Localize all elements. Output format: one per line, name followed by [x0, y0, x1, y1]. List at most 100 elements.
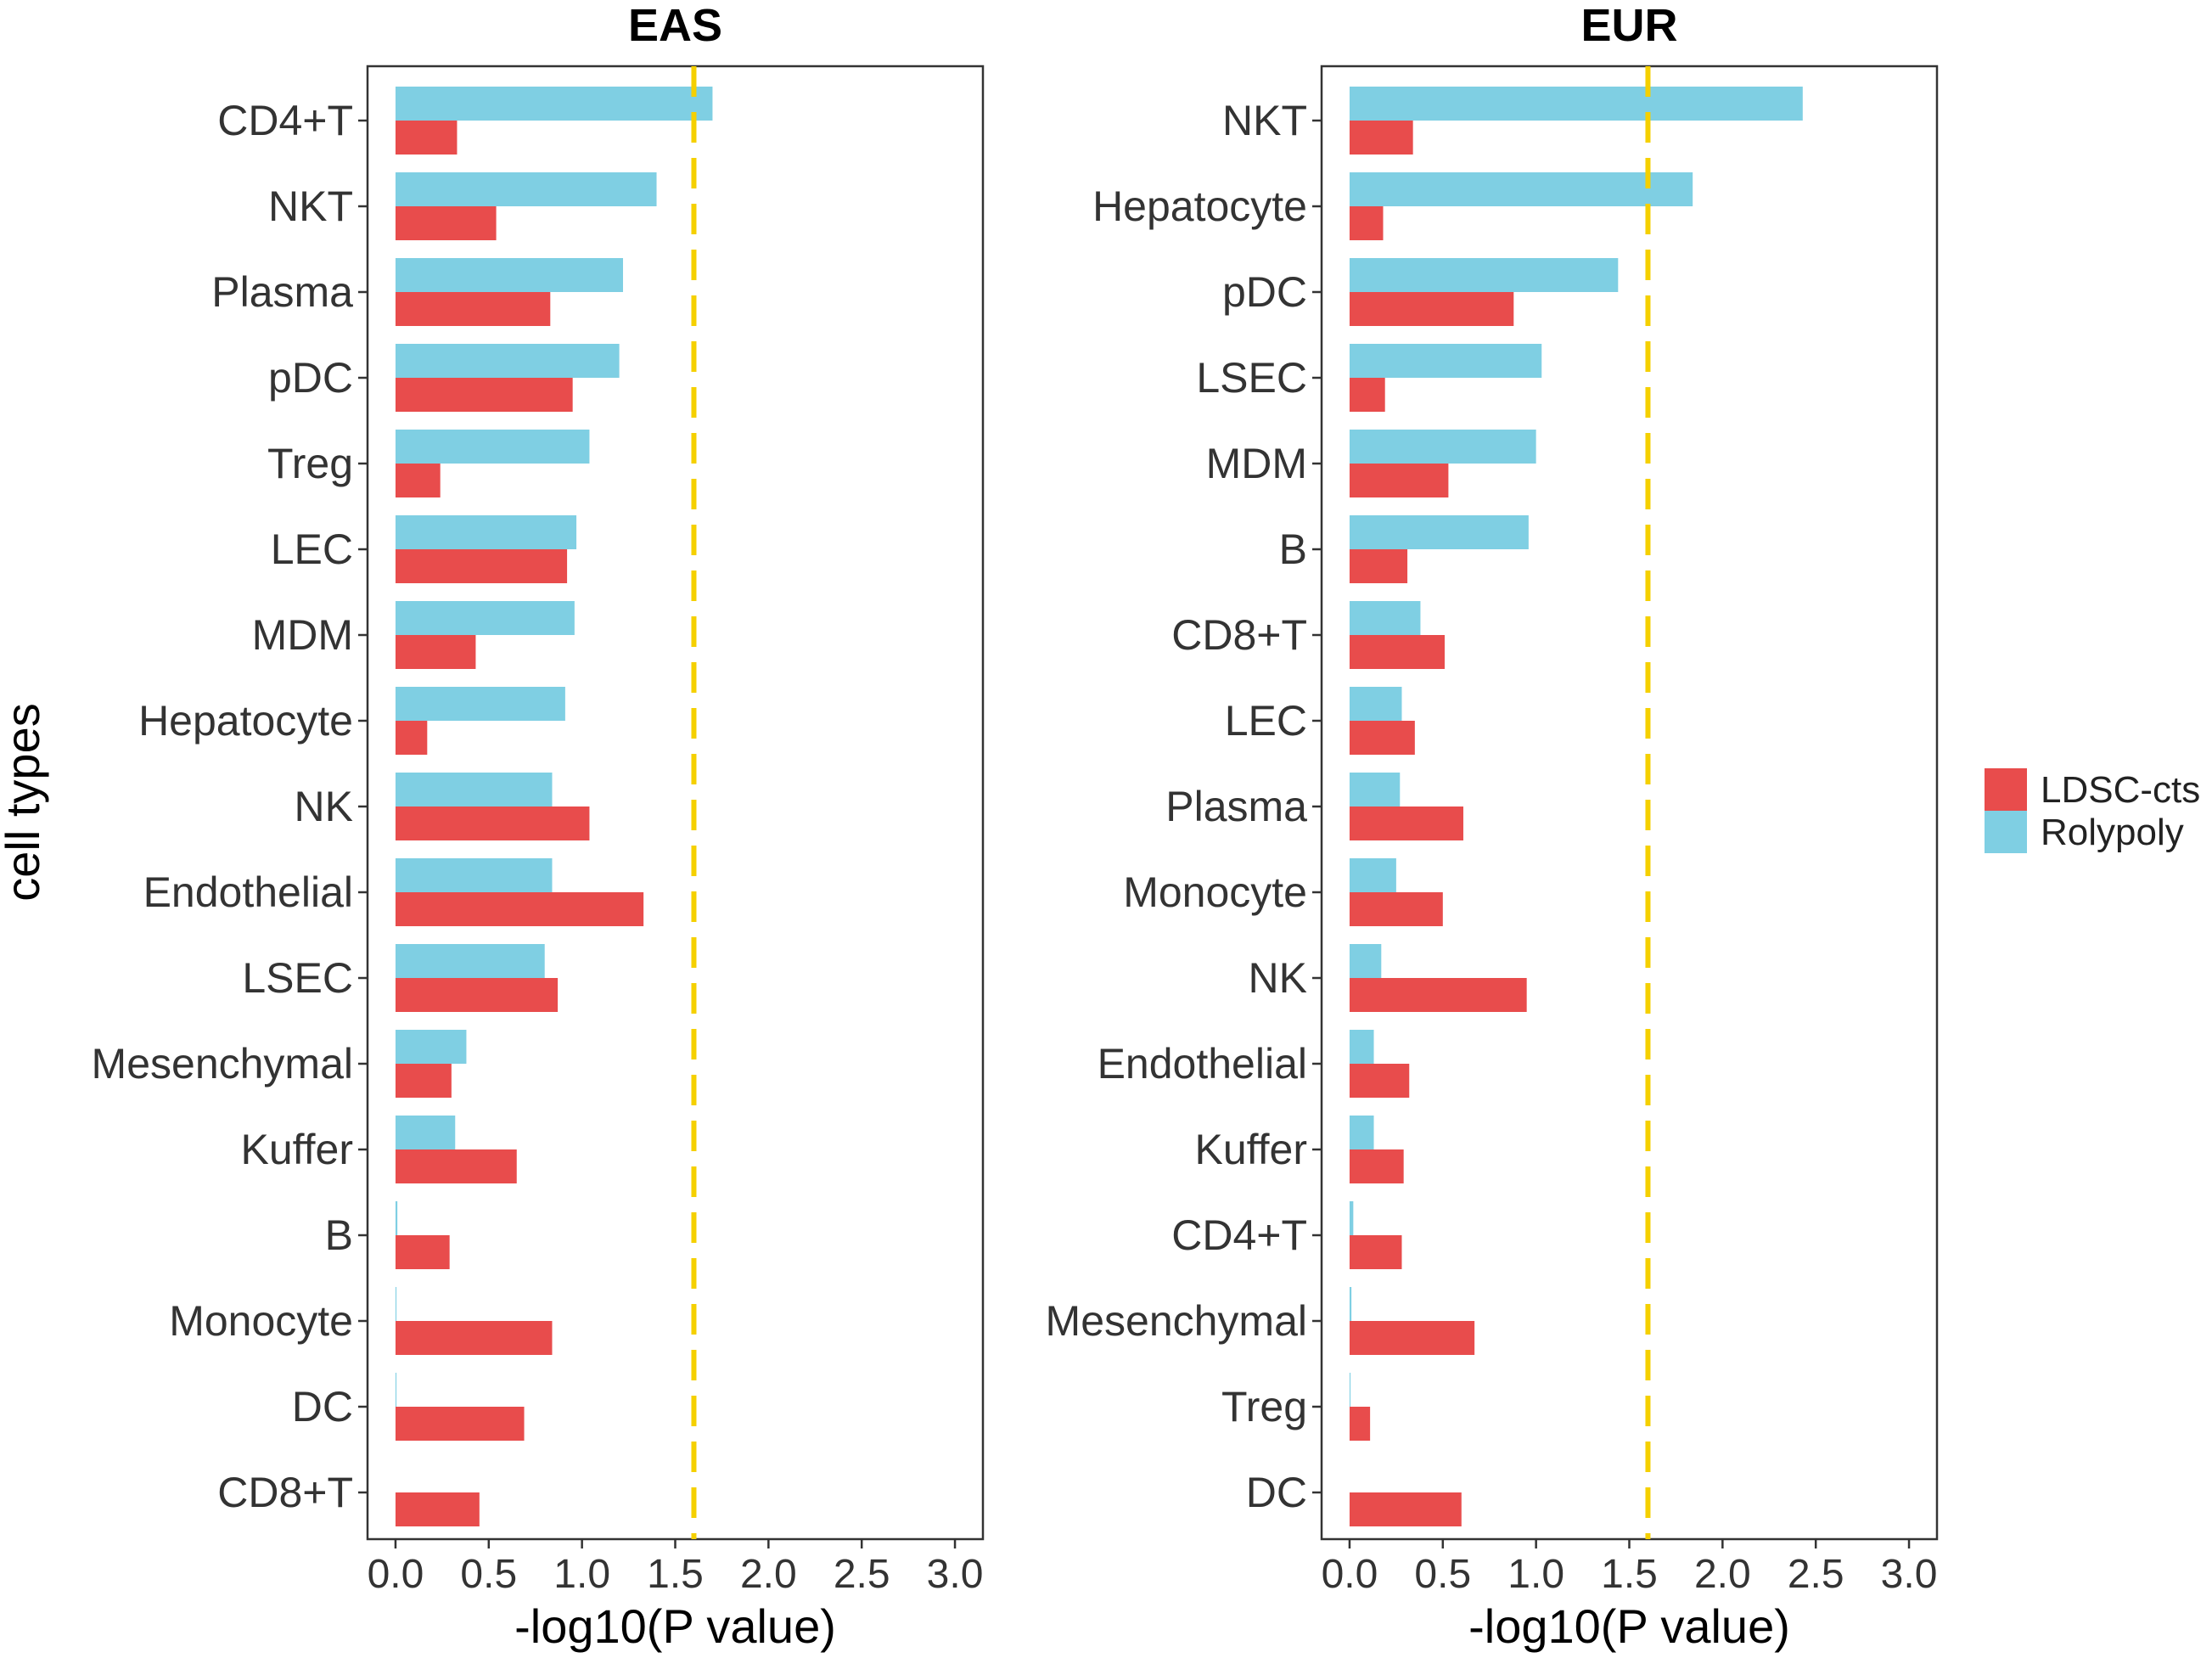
y-tick-label: Kuffer: [1195, 1126, 1308, 1173]
bar-ldsc-cts-kuffer: [1349, 1149, 1404, 1183]
y-tick-label: NKT: [268, 183, 353, 230]
bar-ldsc-cts-plasma: [1349, 807, 1463, 840]
panel-title: EUR: [1580, 0, 1677, 51]
bar-ldsc-cts-mdm: [395, 635, 476, 669]
x-tick-label: 2.0: [1694, 1552, 1751, 1597]
y-tick-label: Hepatocyte: [138, 697, 353, 745]
bar-rolypoly-lsec: [1349, 344, 1542, 378]
bar-rolypoly-pdc: [395, 344, 620, 378]
y-tick-label: LEC: [1225, 697, 1307, 745]
y-tick-label: Kuffer: [241, 1126, 354, 1173]
y-tick-label: Mesenchymal: [1046, 1297, 1307, 1345]
y-tick-label: CD4+T: [1171, 1211, 1307, 1259]
bar-ldsc-cts-treg: [395, 464, 441, 497]
bar-rolypoly-mdm: [395, 601, 575, 635]
bar-ldsc-cts-nk: [395, 807, 590, 840]
bar-rolypoly-nkt: [1349, 87, 1803, 121]
bar-rolypoly-cd8-t: [1349, 601, 1421, 635]
x-tick-label: 0.5: [1414, 1552, 1471, 1597]
bar-ldsc-cts-endothelial: [395, 892, 644, 926]
y-tick-label: B: [1279, 526, 1307, 573]
bar-ldsc-cts-dc: [1349, 1492, 1462, 1526]
bar-rolypoly-endothelial: [395, 858, 553, 892]
y-tick-label: Hepatocyte: [1092, 183, 1307, 230]
bar-ldsc-cts-hepatocyte: [395, 721, 428, 755]
panel-eur: EUR NKT Hepatocyte pDC LSEC MDM B CD8+T LEC Plasm…: [1046, 0, 1939, 1653]
y-tick-label: CD8+T: [217, 1469, 353, 1516]
bar-ldsc-cts-lsec: [395, 978, 559, 1012]
bar-ldsc-cts-dc: [395, 1407, 525, 1441]
bar-rolypoly-plasma: [1349, 773, 1401, 807]
y-tick-label: LEC: [271, 526, 353, 573]
y-tick-label: Monocyte: [169, 1297, 353, 1345]
x-tick-label: 2.5: [834, 1552, 890, 1597]
x-axis-title: -log10(P value): [1468, 1599, 1790, 1653]
y-tick-label: LSEC: [1196, 354, 1307, 402]
y-tick-label: Mesenchymal: [92, 1040, 353, 1088]
panel-eas: EAS CD4+T NKT Plasma pDC Treg LEC MDM Hepatocyte…: [92, 0, 985, 1653]
x-tick-label: 0.0: [368, 1552, 424, 1597]
y-tick-label: pDC: [1222, 268, 1307, 316]
bar-rolypoly-nkt: [395, 172, 657, 206]
legend-swatch-ldsc-cts: [1985, 768, 2027, 811]
y-tick-label: Treg: [267, 440, 353, 487]
y-tick-label: Endothelial: [143, 868, 353, 916]
bar-rolypoly-mesenchymal: [1349, 1287, 1352, 1321]
bar-rolypoly-b: [395, 1201, 398, 1235]
bar-ldsc-cts-monocyte: [1349, 892, 1443, 926]
bar-ldsc-cts-kuffer: [395, 1149, 517, 1183]
bar-ldsc-cts-mesenchymal: [1349, 1321, 1475, 1355]
y-tick-label: LSEC: [242, 954, 353, 1002]
x-tick-label: 1.0: [553, 1552, 610, 1597]
x-tick-label: 3.0: [1881, 1552, 1938, 1597]
bar-ldsc-cts-cd4-t: [1349, 1235, 1402, 1269]
bar-ldsc-cts-hepatocyte: [1349, 206, 1384, 240]
y-tick-label: DC: [292, 1383, 353, 1430]
bar-rolypoly-plasma: [395, 258, 623, 292]
bar-ldsc-cts-treg: [1349, 1407, 1371, 1441]
bar-ldsc-cts-lsec: [1349, 378, 1385, 412]
x-tick-label: 0.5: [460, 1552, 517, 1597]
y-tick-label: NK: [295, 783, 353, 830]
y-tick-label: Endothelial: [1098, 1040, 1307, 1088]
y-tick-label: Plasma: [1165, 783, 1307, 830]
bar-ldsc-cts-b: [1349, 549, 1408, 583]
y-tick-label: MDM: [1206, 440, 1307, 487]
bar-ldsc-cts-mdm: [1349, 464, 1449, 497]
bar-rolypoly-lec: [1349, 687, 1402, 721]
bar-rolypoly-endothelial: [1349, 1030, 1374, 1064]
bar-rolypoly-nk: [395, 773, 553, 807]
x-axis-title: -log10(P value): [514, 1599, 836, 1653]
y-tick-label: Treg: [1221, 1383, 1307, 1430]
bar-rolypoly-lec: [395, 515, 577, 549]
bar-rolypoly-nk: [1349, 944, 1382, 978]
y-axis-title: cell types: [0, 703, 49, 901]
bar-rolypoly-kuffer: [1349, 1116, 1374, 1149]
bar-ldsc-cts-plasma: [395, 292, 551, 326]
y-tick-label: CD8+T: [1171, 611, 1307, 659]
bar-rolypoly-pdc: [1349, 258, 1619, 292]
bar-ldsc-cts-pdc: [1349, 292, 1514, 326]
bar-ldsc-cts-pdc: [395, 378, 573, 412]
x-tick-label: 1.5: [1601, 1552, 1658, 1597]
bar-rolypoly-cd4-t: [395, 87, 713, 121]
y-tick-label: NKT: [1222, 97, 1307, 144]
x-tick-label: 2.5: [1788, 1552, 1844, 1597]
x-tick-label: 3.0: [927, 1552, 984, 1597]
y-tick-label: pDC: [268, 354, 353, 402]
bar-ldsc-cts-nkt: [395, 206, 497, 240]
bar-ldsc-cts-mesenchymal: [395, 1064, 452, 1098]
bar-ldsc-cts-cd8-t: [1349, 635, 1445, 669]
y-tick-label: DC: [1246, 1469, 1307, 1516]
bar-ldsc-cts-cd4-t: [395, 121, 458, 155]
bar-ldsc-cts-monocyte: [395, 1321, 553, 1355]
bar-ldsc-cts-nkt: [1349, 121, 1413, 155]
y-tick-label: Plasma: [211, 268, 353, 316]
bar-rolypoly-b: [1349, 515, 1529, 549]
bar-rolypoly-hepatocyte: [1349, 172, 1693, 206]
y-tick-label: NK: [1249, 954, 1307, 1002]
bar-rolypoly-cd4-t: [1349, 1201, 1354, 1235]
y-tick-label: Monocyte: [1123, 868, 1307, 916]
